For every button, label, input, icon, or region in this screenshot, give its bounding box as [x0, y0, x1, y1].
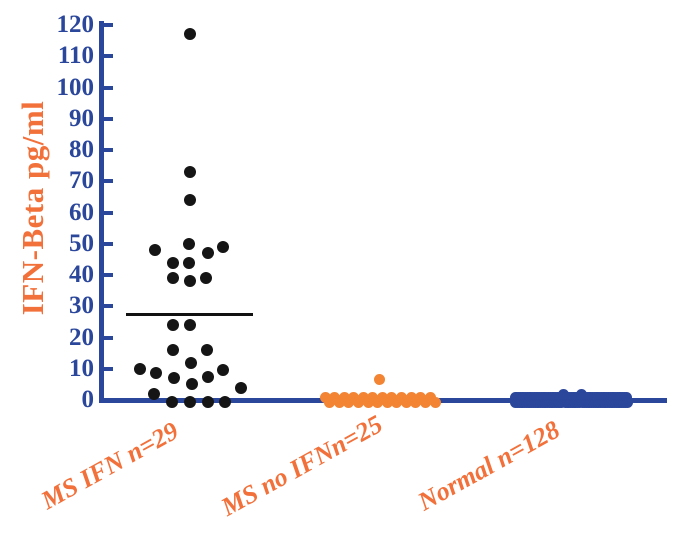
- data-point: [333, 396, 345, 408]
- y-tick-mark: [104, 179, 113, 184]
- y-tick-mark: [104, 210, 113, 215]
- data-point: [168, 372, 180, 385]
- y-tick-mark: [104, 54, 113, 59]
- data-point: [376, 392, 388, 404]
- data-point: [200, 272, 212, 285]
- y-tick-mark: [104, 116, 113, 121]
- y-tick-label: 100: [56, 73, 95, 101]
- data-point: [183, 256, 195, 269]
- data-point: [150, 367, 162, 380]
- data-point: [148, 387, 160, 400]
- y-tick-mark: [104, 23, 113, 27]
- data-point: [217, 240, 229, 253]
- data-point: [410, 396, 422, 408]
- mean-line: [126, 312, 253, 316]
- y-tick-mark: [104, 241, 113, 246]
- data-point: [419, 396, 431, 408]
- data-point: [184, 194, 196, 206]
- y-tick-label: 70: [69, 167, 94, 195]
- data-point: [184, 396, 196, 408]
- data-point: [186, 378, 198, 391]
- data-point: [352, 396, 364, 408]
- data-point: [166, 396, 178, 408]
- data-point: [400, 396, 412, 408]
- data-point: [424, 392, 436, 404]
- y-tick-label: 10: [69, 354, 94, 382]
- data-point: [343, 396, 355, 408]
- data-point: [167, 319, 179, 331]
- data-point: [391, 396, 403, 408]
- data-point: [429, 396, 441, 408]
- y-tick-label: 110: [57, 42, 94, 70]
- data-point: [372, 396, 384, 408]
- data-point: [621, 396, 633, 408]
- data-point: [202, 247, 214, 260]
- data-point: [219, 396, 231, 408]
- data-point: [134, 362, 146, 375]
- data-point: [381, 396, 393, 408]
- data-point: [202, 396, 214, 408]
- data-point: [149, 244, 161, 256]
- y-tick-label: 40: [69, 261, 94, 288]
- data-point: [167, 256, 179, 269]
- data-point: [184, 28, 196, 41]
- data-point: [235, 381, 247, 394]
- y-tick-label: 60: [69, 198, 94, 226]
- data-point: [217, 364, 229, 377]
- data-point: [184, 319, 196, 331]
- y-axis-line: [99, 21, 104, 403]
- data-point: [183, 237, 195, 250]
- data-point: [357, 392, 369, 404]
- data-point: [324, 396, 336, 408]
- x-label-normal: Normal n=128: [413, 414, 565, 517]
- y-tick-label: 50: [69, 229, 94, 257]
- y-tick-label: 120: [56, 11, 95, 38]
- y-tick-label: 20: [69, 323, 94, 351]
- data-point: [362, 396, 374, 408]
- data-point: [184, 165, 196, 178]
- y-tick-mark: [104, 335, 113, 340]
- y-tick-mark: [104, 148, 113, 152]
- y-tick-label: 80: [69, 136, 94, 163]
- data-point: [202, 370, 214, 383]
- y-tick-label: 30: [69, 292, 94, 320]
- y-tick-label: 0: [81, 386, 95, 413]
- data-point: [167, 272, 179, 285]
- x-label-ms-no-ifn: MS no IFNn=25: [216, 409, 388, 522]
- data-point: [167, 344, 179, 356]
- y-tick-mark: [104, 273, 113, 277]
- data-point: [185, 356, 197, 369]
- y-tick-mark: [104, 366, 113, 371]
- data-point: [373, 374, 385, 386]
- y-tick-mark: [104, 304, 113, 309]
- x-label-ms-ifn: MS IFN n=29: [36, 416, 184, 516]
- y-tick-label: 90: [69, 104, 94, 132]
- data-point: [184, 275, 196, 288]
- data-point: [201, 344, 213, 356]
- y-tick-mark: [104, 85, 113, 90]
